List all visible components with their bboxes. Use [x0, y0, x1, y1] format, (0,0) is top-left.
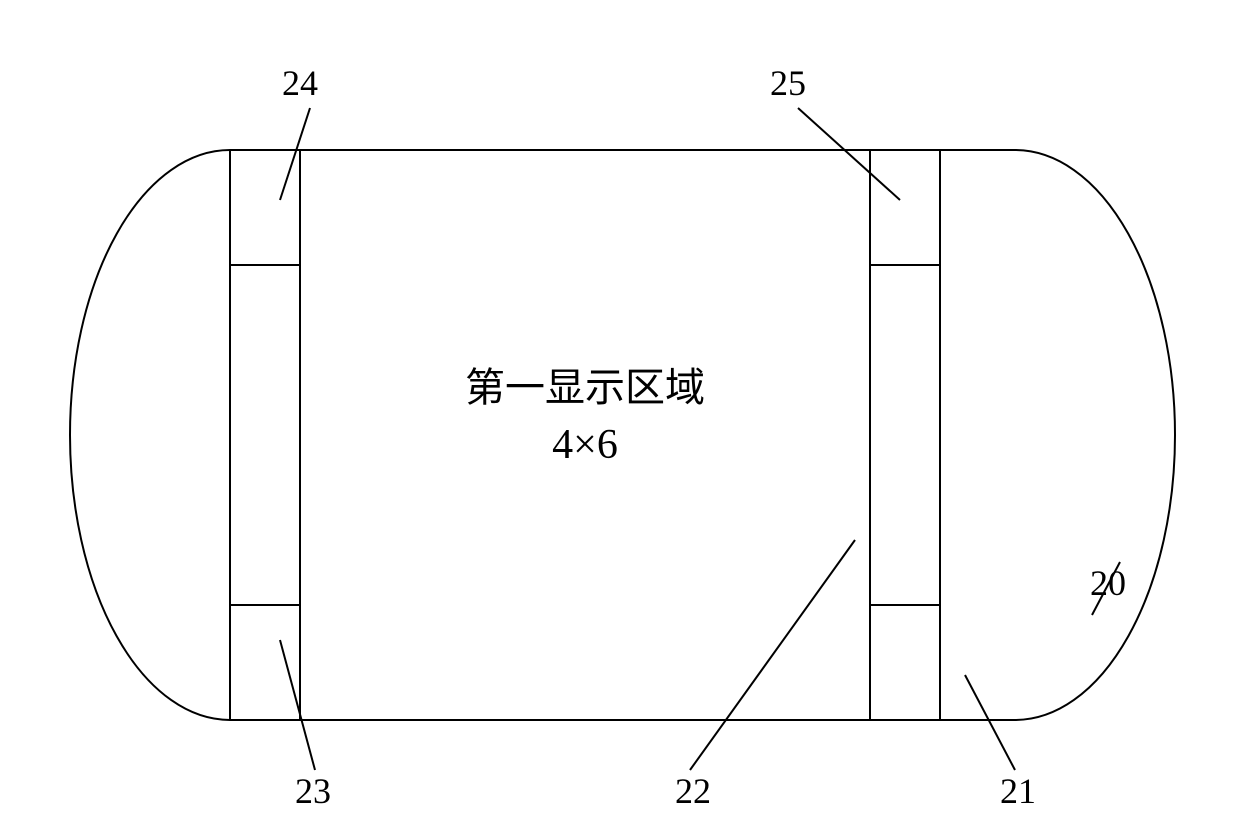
callout-line-25 — [798, 108, 900, 200]
callout-line-24 — [280, 108, 310, 200]
callout-line-23 — [280, 640, 315, 770]
callout-label-23: 23 — [295, 770, 331, 812]
center-label-line2: 4×6 — [440, 416, 730, 475]
callout-line-22 — [690, 540, 855, 770]
callout-label-24: 24 — [282, 62, 318, 104]
callout-label-25: 25 — [770, 62, 806, 104]
center-label-line1: 第一显示区域 — [440, 360, 730, 416]
callout-label-22: 22 — [675, 770, 711, 812]
body-right-arc — [1015, 150, 1175, 720]
diagram-container: 第一显示区域 4×6 24 25 20 21 22 23 — [0, 0, 1240, 840]
callout-label-20: 20 — [1090, 562, 1126, 604]
body-left-arc — [70, 150, 230, 720]
callout-line-21 — [965, 675, 1015, 770]
center-display-label: 第一显示区域 4×6 — [440, 360, 730, 475]
callout-label-21: 21 — [1000, 770, 1036, 812]
